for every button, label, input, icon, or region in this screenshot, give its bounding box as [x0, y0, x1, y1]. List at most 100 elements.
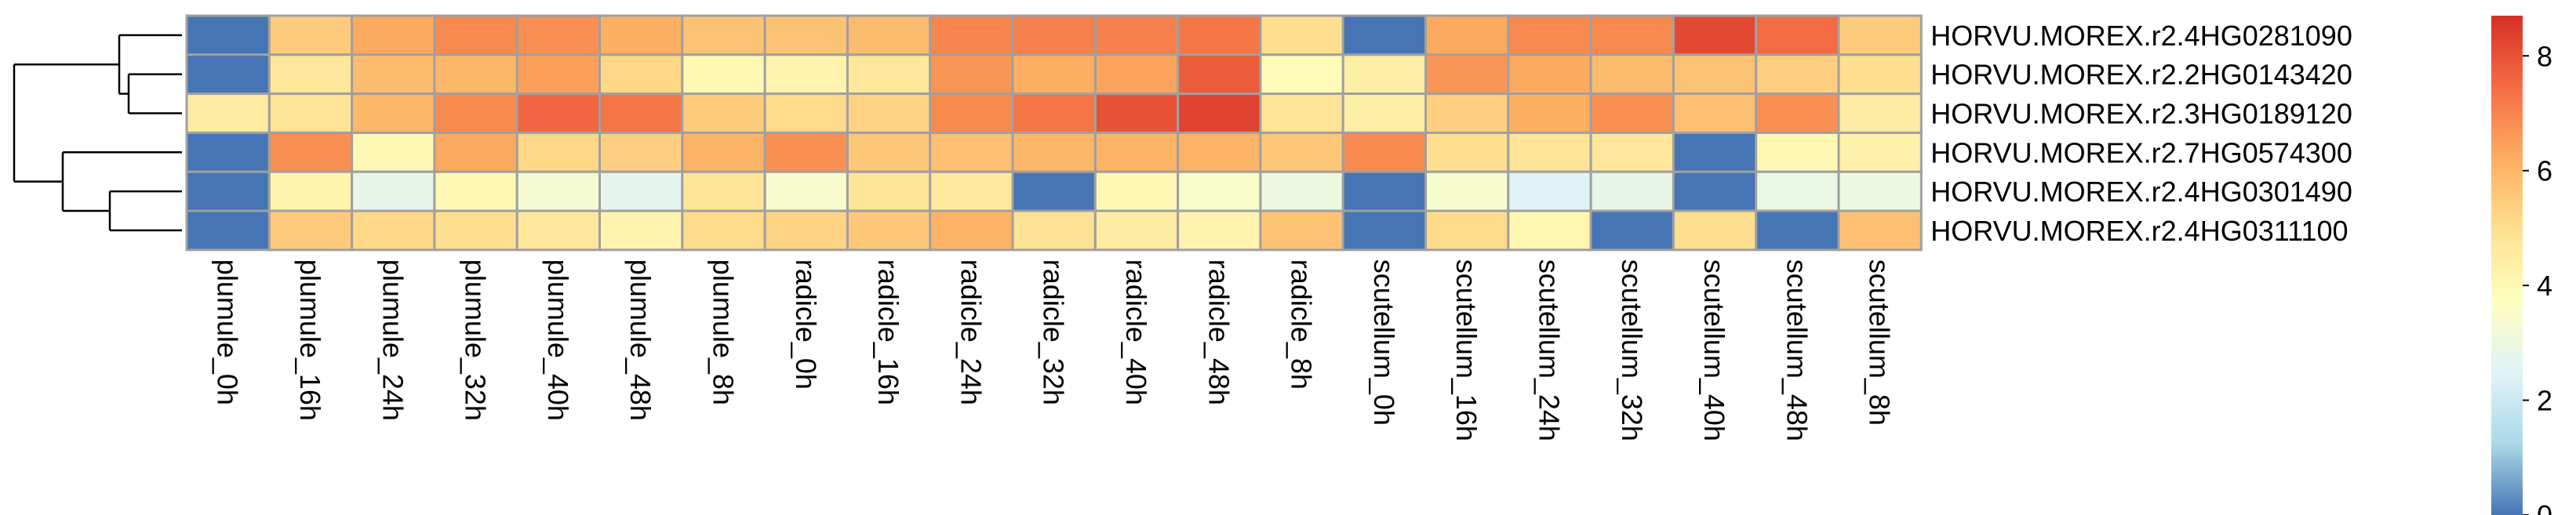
heatmap-cell — [1837, 92, 1923, 134]
heatmap-cell — [1177, 14, 1262, 56]
heatmap-cell — [1672, 209, 1758, 252]
heatmap-cell — [1589, 131, 1675, 173]
heatmap-cell — [1837, 131, 1923, 173]
heatmap-cell — [1424, 131, 1510, 173]
row-label: HORVU.MOREX.r2.4HG0281090 — [1930, 20, 2352, 52]
column-label: radicle_32h — [1038, 259, 1070, 405]
heatmap-cell — [1837, 209, 1923, 252]
heatmap-cell — [846, 92, 932, 134]
heatmap-cell — [433, 14, 518, 56]
heatmap-cells — [185, 14, 1923, 252]
legend-tick-label: 8 — [2537, 40, 2552, 72]
heatmap-cell — [1011, 170, 1097, 212]
heatmap-cell — [1507, 92, 1592, 134]
heatmap-cell — [1177, 53, 1262, 96]
heatmap-cell — [1672, 14, 1758, 56]
heatmap-cell — [1424, 170, 1510, 212]
heatmap-cell — [185, 92, 271, 134]
heatmap-cell — [267, 92, 354, 134]
heatmap-cell — [1259, 209, 1344, 252]
column-label: scutellum_32h — [1616, 259, 1648, 441]
heatmap-cell — [1424, 14, 1510, 56]
heatmap-cell — [351, 170, 436, 212]
heatmap-cell — [515, 53, 602, 96]
column-label: scutellum_0h — [1368, 259, 1400, 426]
heatmap-cell — [681, 170, 766, 212]
heatmap-cell — [763, 209, 849, 252]
heatmap-cell — [351, 209, 436, 252]
heatmap-cell — [1672, 53, 1758, 96]
heatmap-cell — [515, 131, 602, 173]
row-label: HORVU.MOREX.r2.2HG0143420 — [1930, 59, 2352, 91]
heatmap-cell — [1259, 53, 1344, 96]
column-label: plumule_16h — [294, 259, 326, 421]
heatmap-cell — [433, 92, 518, 134]
heatmap-cell — [846, 209, 932, 252]
heatmap-cell — [1507, 170, 1592, 212]
heatmap-cell — [1507, 14, 1592, 56]
heatmap-cell — [1755, 53, 1840, 96]
heatmap-cell — [1755, 131, 1840, 173]
heatmap-cell — [763, 53, 849, 96]
heatmap-cell — [1837, 14, 1923, 56]
legend-tick-label: 2 — [2537, 385, 2552, 417]
legend-tick-label: 0 — [2537, 499, 2552, 515]
heatmap-cell — [846, 131, 932, 173]
heatmap-cell — [1341, 92, 1427, 134]
heatmap-cell — [267, 209, 354, 252]
heatmap-cell — [1093, 170, 1180, 212]
heatmap-cell — [1837, 53, 1923, 96]
heatmap-cell — [1507, 209, 1592, 252]
heatmap-cell — [351, 53, 436, 96]
heatmap-cell — [681, 14, 766, 56]
heatmap-cell — [929, 170, 1014, 212]
column-label: radicle_8h — [1286, 259, 1318, 390]
heatmap-cell — [1177, 92, 1262, 134]
column-label: scutellum_40h — [1698, 259, 1730, 441]
column-label: plumule_40h — [542, 259, 574, 421]
heatmap-cell — [929, 131, 1014, 173]
heatmap-cell — [1093, 92, 1180, 134]
heatmap-cell — [599, 131, 684, 173]
heatmap-cell — [1589, 53, 1675, 96]
column-label: scutellum_8h — [1864, 259, 1896, 426]
heatmap-cell — [1507, 53, 1592, 96]
heatmap-cell — [185, 14, 271, 56]
legend-color-bar — [2491, 16, 2523, 515]
column-label: radicle_0h — [790, 259, 822, 390]
heatmap-cell — [515, 14, 602, 56]
column-label: plumule_32h — [460, 259, 492, 421]
row-labels: HORVU.MOREX.r2.4HG0281090 HORVU.MOREX.r2.… — [1930, 20, 2352, 247]
heatmap-cell — [433, 53, 518, 96]
column-label: radicle_16h — [872, 259, 904, 405]
heatmap-cell — [681, 53, 766, 96]
row-label: HORVU.MOREX.r2.4HG0311100 — [1930, 215, 2348, 247]
heatmap-cell — [1093, 131, 1180, 173]
heatmap-cell — [185, 170, 271, 212]
heatmap-cell — [267, 14, 354, 56]
heatmap-cell — [1424, 209, 1510, 252]
legend-tick-label: 4 — [2537, 270, 2552, 302]
heatmap-cell — [929, 14, 1014, 56]
heatmap-cell — [1011, 53, 1097, 96]
column-label: scutellum_24h — [1534, 259, 1566, 441]
heatmap-cell — [763, 92, 849, 134]
heatmap-cell — [1341, 209, 1427, 252]
heatmap-cell — [1424, 92, 1510, 134]
heatmap-cell — [1259, 170, 1344, 212]
heatmap-cell — [267, 170, 354, 212]
heatmap-cell — [1011, 131, 1097, 173]
column-label: plumule_0h — [212, 259, 244, 405]
heatmap-cell — [1259, 92, 1344, 134]
heatmap-cell — [763, 131, 849, 173]
heatmap-cell — [1837, 170, 1923, 212]
heatmap-cell — [1011, 14, 1097, 56]
heatmap-cell — [929, 209, 1014, 252]
heatmap-cell — [1424, 53, 1510, 96]
column-label: plumule_24h — [377, 259, 409, 421]
heatmap-cell — [1672, 131, 1758, 173]
column-label: radicle_24h — [955, 259, 987, 405]
heatmap-cell — [1011, 209, 1097, 252]
color-legend: 0 2 4 6 8 — [2491, 16, 2552, 515]
